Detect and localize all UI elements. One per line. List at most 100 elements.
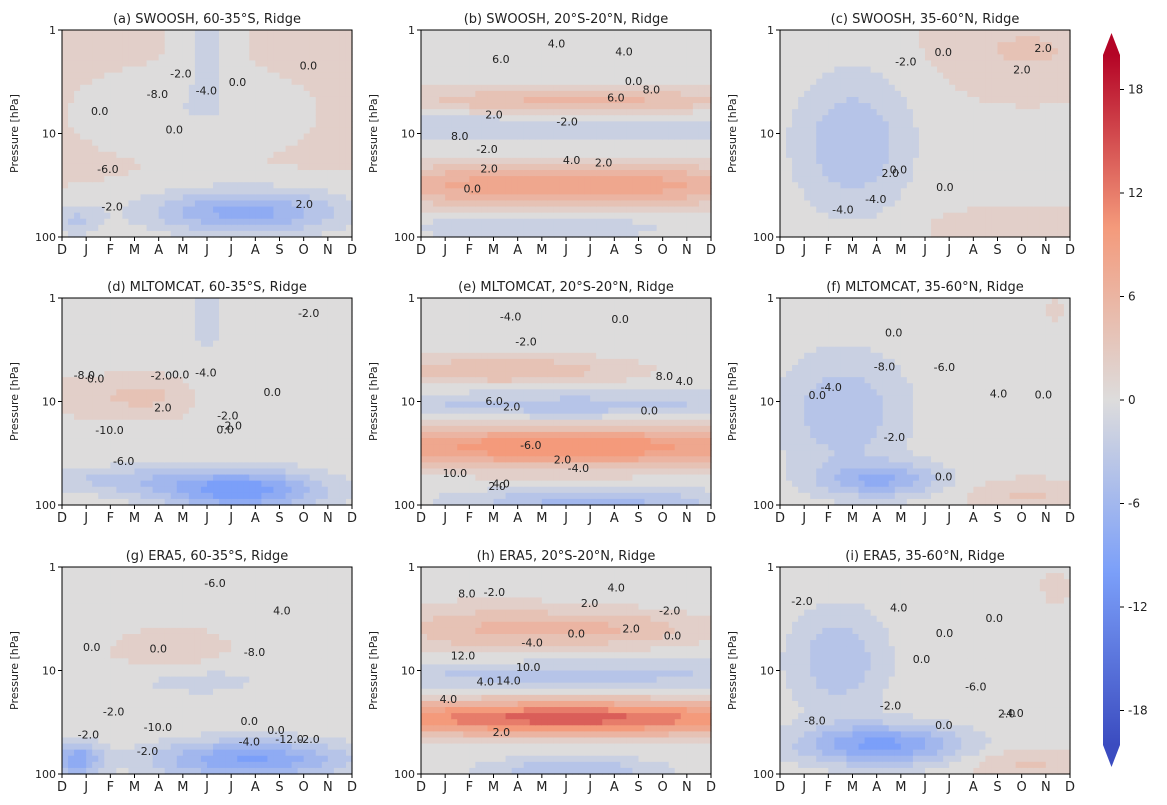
heat-cell bbox=[134, 84, 142, 92]
heat-cell bbox=[547, 157, 555, 165]
heat-cell bbox=[140, 84, 148, 92]
heat-cell bbox=[674, 48, 682, 55]
heat-cell bbox=[955, 54, 962, 62]
heat-cell bbox=[602, 90, 609, 98]
heat-cell bbox=[321, 145, 329, 153]
heat-cell bbox=[596, 170, 603, 177]
heat-cell bbox=[122, 121, 130, 129]
heat-cell bbox=[656, 109, 664, 116]
heat-cell bbox=[943, 194, 950, 202]
heat-cell bbox=[170, 30, 178, 37]
heat-cell bbox=[816, 176, 823, 183]
heat-cell bbox=[985, 54, 993, 62]
heat-cell bbox=[620, 78, 628, 86]
heat-cell bbox=[967, 96, 974, 104]
heat-cell bbox=[656, 194, 664, 202]
heat-cell bbox=[864, 121, 872, 129]
heat-cell bbox=[255, 121, 262, 129]
heat-cell bbox=[638, 151, 646, 159]
heat-cell bbox=[511, 157, 519, 165]
heat-cell bbox=[967, 90, 974, 98]
heat-cell bbox=[116, 182, 124, 189]
heat-cell bbox=[1003, 139, 1011, 147]
x-tick-label: F bbox=[466, 243, 473, 258]
heat-cell bbox=[285, 96, 293, 104]
heat-cell bbox=[798, 200, 805, 208]
heat-cell bbox=[852, 200, 860, 208]
heat-cell bbox=[535, 188, 543, 195]
heat-cell bbox=[792, 54, 799, 62]
heat-cell bbox=[1021, 54, 1029, 62]
heat-cell bbox=[608, 151, 615, 159]
heat-cell bbox=[566, 103, 573, 110]
heat-cell bbox=[1027, 182, 1035, 189]
heat-cell bbox=[261, 163, 269, 171]
heat-cell bbox=[116, 176, 124, 183]
heat-cell bbox=[541, 224, 549, 232]
heat-cell bbox=[255, 224, 262, 232]
heat-cell bbox=[541, 115, 549, 122]
heat-cell bbox=[152, 218, 160, 226]
heat-cell bbox=[231, 48, 238, 55]
heat-cell bbox=[786, 96, 793, 104]
heat-cell bbox=[1015, 90, 1023, 98]
heat-cell bbox=[170, 151, 178, 159]
heat-cell bbox=[475, 230, 483, 238]
heat-cell bbox=[870, 30, 878, 37]
heat-cell bbox=[231, 212, 238, 220]
heat-cell bbox=[626, 188, 634, 195]
heat-cell bbox=[686, 151, 694, 159]
heat-cell bbox=[152, 121, 160, 129]
heat-cell bbox=[786, 224, 793, 232]
heat-cell bbox=[68, 72, 75, 80]
heat-cell bbox=[309, 224, 317, 232]
heat-cell bbox=[152, 145, 160, 153]
heat-cell bbox=[602, 48, 609, 55]
heat-cell bbox=[973, 60, 980, 68]
heat-cell bbox=[559, 72, 567, 80]
heat-cell bbox=[686, 127, 694, 135]
heat-cell bbox=[973, 48, 980, 55]
heat-cell bbox=[931, 206, 938, 214]
heat-cell bbox=[997, 139, 1005, 147]
heat-cell bbox=[134, 103, 142, 110]
heat-cell bbox=[1057, 96, 1065, 104]
heat-cell bbox=[200, 84, 208, 92]
heat-cell bbox=[451, 115, 458, 122]
heat-cell bbox=[943, 48, 950, 55]
heat-cell bbox=[680, 109, 688, 116]
heat-cell bbox=[662, 103, 670, 110]
heat-cell bbox=[822, 60, 829, 68]
heat-cell bbox=[572, 176, 579, 183]
heat-cell bbox=[547, 163, 555, 171]
heat-cell bbox=[961, 72, 968, 80]
heat-cell bbox=[170, 36, 178, 43]
heat-cell bbox=[321, 133, 329, 141]
heat-cell bbox=[955, 96, 962, 104]
heat-cell bbox=[68, 133, 75, 141]
heat-cell bbox=[1045, 115, 1053, 122]
heat-cell bbox=[632, 212, 640, 220]
heat-cell bbox=[237, 115, 244, 122]
heat-cell bbox=[74, 54, 81, 62]
heat-cell bbox=[303, 176, 311, 183]
heat-cell bbox=[68, 127, 75, 135]
heat-cell bbox=[1003, 127, 1011, 135]
heat-cell bbox=[912, 139, 920, 147]
heat-cell bbox=[686, 103, 694, 110]
heat-cell bbox=[870, 151, 878, 159]
heat-cell bbox=[840, 48, 848, 55]
heat-cell bbox=[487, 200, 495, 208]
heat-cell bbox=[231, 139, 238, 147]
heat-cell bbox=[110, 42, 117, 49]
heat-cell bbox=[816, 145, 823, 153]
heat-cell bbox=[523, 139, 531, 147]
heat-cell bbox=[188, 42, 196, 49]
heat-cell bbox=[876, 145, 884, 153]
heat-cell bbox=[140, 145, 148, 153]
heat-cell bbox=[152, 163, 160, 171]
heat-cell bbox=[949, 170, 956, 177]
heat-cell bbox=[74, 121, 81, 129]
heat-cell bbox=[128, 96, 136, 104]
heat-cell bbox=[840, 224, 848, 232]
